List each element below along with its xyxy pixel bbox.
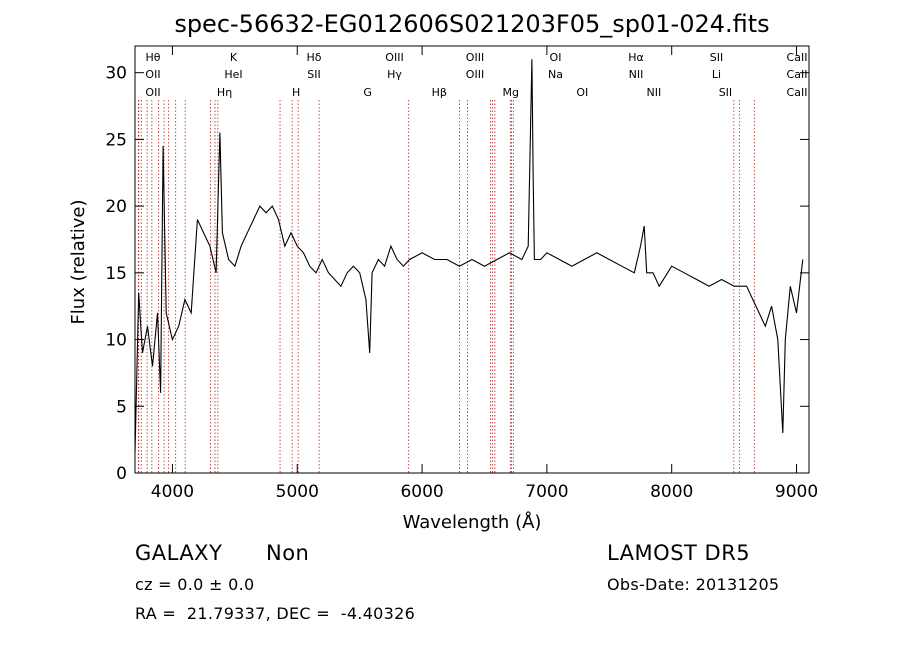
line-label-8: CaII	[787, 51, 808, 64]
line-label-12: Hγ	[387, 68, 402, 81]
object-subclass: Non	[266, 541, 310, 565]
y-tick-label-1: 5	[116, 397, 127, 417]
x-tick-label-5: 9000	[775, 482, 818, 502]
y-tick-label-2: 10	[105, 331, 127, 351]
line-label-5: OI	[550, 51, 562, 64]
line-label-1: K	[230, 51, 238, 64]
x-tick-label-1: 5000	[276, 482, 319, 502]
line-label-16: Li	[712, 68, 721, 81]
line-label-26: SII	[719, 86, 732, 99]
plot-frame	[134, 45, 810, 474]
survey-name: LAMOST DR5	[607, 541, 751, 565]
obs-date: Obs-Date: 20131205	[607, 575, 780, 594]
y-tick-label-0: 0	[116, 464, 127, 484]
line-label-20: H	[292, 86, 300, 99]
line-label-9: OII	[145, 68, 160, 81]
emission-line-labels: Hθ K Hδ OIII OIII OI Hα SII CaII OII HeI SII Hγ OIII N…	[145, 51, 807, 99]
coordinates: RA = 21.79337, DEC = -4.40326	[135, 604, 416, 623]
emission-line-markers	[137, 100, 755, 473]
line-label-6: Hα	[628, 51, 644, 64]
y-tick-label-3: 15	[105, 264, 127, 284]
x-tick-label-0: 4000	[151, 482, 194, 502]
y-axis-ticks: 0 5 10 15 20 25 30	[105, 64, 809, 484]
line-label-10: HeI	[224, 68, 242, 81]
line-label-25: NII	[647, 86, 662, 99]
redshift-text: cz = 0.0 ± 0.0	[135, 575, 255, 594]
line-label-27: CaII	[787, 86, 808, 99]
line-label-23: Mg	[503, 86, 519, 99]
y-tick-label-5: 25	[105, 130, 127, 150]
y-tick-label-4: 20	[105, 197, 127, 217]
x-axis-ticks: 4000 5000 6000 7000 8000 9000	[151, 46, 818, 502]
line-label-4: OIII	[466, 51, 484, 64]
x-tick-label-2: 6000	[400, 482, 443, 502]
y-tick-label-6: 30	[105, 64, 127, 84]
line-label-7: SII	[710, 51, 723, 64]
x-axis-label: Wavelength (Å)	[403, 511, 542, 533]
x-tick-label-4: 8000	[650, 482, 693, 502]
line-label-22: Hβ	[432, 86, 447, 99]
line-label-24: OI	[576, 86, 588, 99]
line-label-3: OIII	[385, 51, 403, 64]
line-label-21: G	[363, 86, 372, 99]
line-label-0: Hθ	[145, 51, 160, 64]
line-label-19: Hη	[217, 86, 232, 99]
spectrum-line	[134, 59, 804, 454]
x-tick-label-3: 7000	[525, 482, 568, 502]
line-label-18: OII	[145, 86, 160, 99]
chart-title: spec-56632-EG012606S021203F05_sp01-024.f…	[174, 10, 769, 38]
line-label-17: CaII	[787, 68, 808, 81]
line-label-13: OIII	[466, 68, 484, 81]
line-label-2: Hδ	[306, 51, 321, 64]
line-label-11: SII	[307, 68, 320, 81]
line-label-15: NII	[629, 68, 644, 81]
line-label-14: Na	[548, 68, 563, 81]
object-class: GALAXY	[135, 541, 223, 565]
y-axis-label: Flux (relative)	[68, 199, 89, 324]
